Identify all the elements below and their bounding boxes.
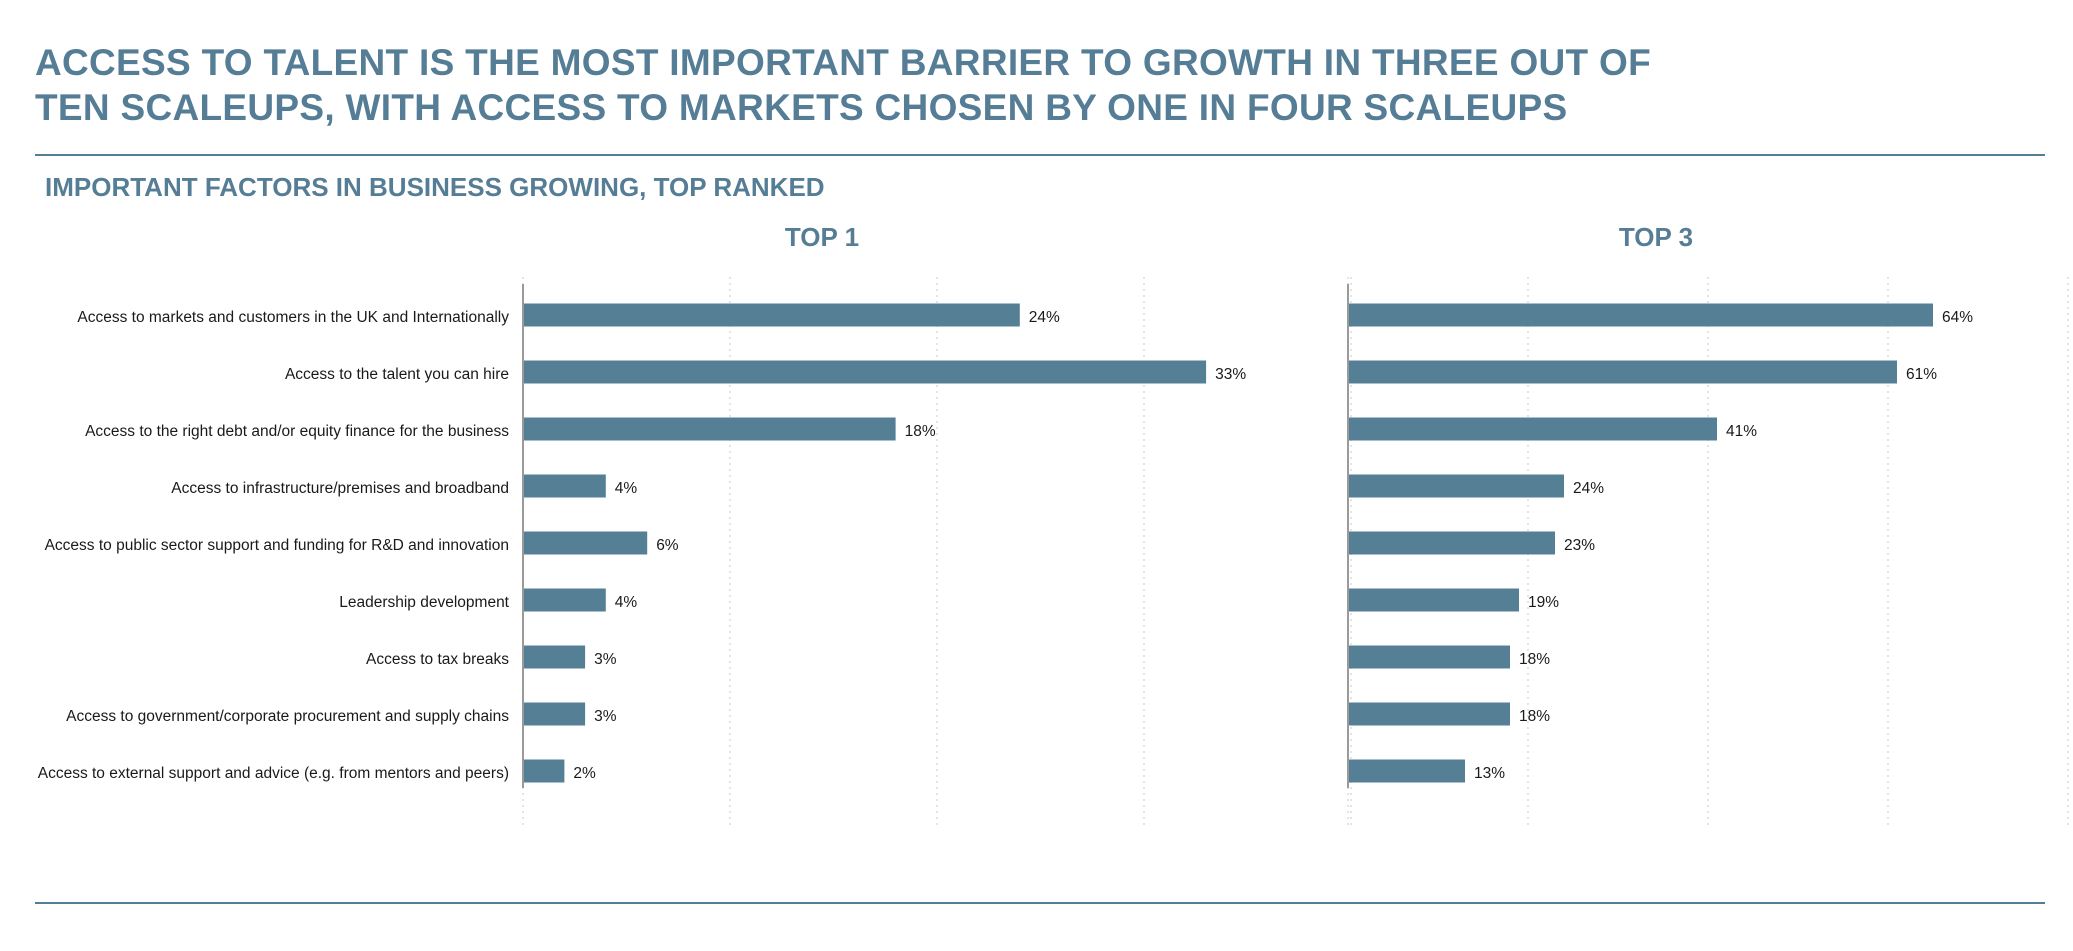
data-label: 18% bbox=[1519, 651, 1550, 668]
data-label: 33% bbox=[1215, 366, 1246, 383]
data-label: 64% bbox=[1942, 309, 1973, 326]
bar bbox=[523, 303, 1020, 327]
data-label: 13% bbox=[1474, 765, 1505, 782]
bar bbox=[523, 759, 565, 783]
chart-title: IMPORTANT FACTORS IN BUSINESS GROWING, T… bbox=[45, 172, 825, 202]
bar bbox=[1348, 360, 1897, 384]
category-label: Access to the right debt and/or equity f… bbox=[85, 423, 509, 440]
bar bbox=[1348, 588, 1519, 612]
data-label: 3% bbox=[594, 651, 617, 668]
category-label: Leadership development bbox=[339, 594, 509, 611]
data-label: 18% bbox=[1519, 708, 1550, 725]
category-label: Access to tax breaks bbox=[366, 651, 509, 668]
bar bbox=[523, 360, 1207, 384]
bottom-divider bbox=[35, 902, 2045, 904]
data-label: 4% bbox=[615, 480, 638, 497]
data-label: 4% bbox=[615, 594, 638, 611]
bar bbox=[1348, 531, 1555, 555]
bar bbox=[1348, 759, 1465, 783]
category-label: Access to government/corporate procureme… bbox=[66, 708, 509, 725]
bar bbox=[1348, 417, 1717, 441]
data-label: 2% bbox=[573, 765, 596, 782]
top-divider bbox=[35, 154, 2045, 156]
category-label: Access to the talent you can hire bbox=[285, 366, 509, 383]
bar bbox=[1348, 702, 1510, 726]
category-label: Access to external support and advice (e… bbox=[38, 765, 509, 782]
data-label: 24% bbox=[1029, 309, 1060, 326]
bar bbox=[523, 531, 648, 555]
headline: ACCESS TO TALENT IS THE MOST IMPORTANT B… bbox=[35, 40, 1652, 130]
bar bbox=[523, 702, 586, 726]
bar bbox=[523, 474, 606, 498]
bar bbox=[1348, 645, 1510, 669]
data-label: 3% bbox=[594, 708, 617, 725]
headline-line-1: ACCESS TO TALENT IS THE MOST IMPORTANT B… bbox=[35, 42, 1652, 83]
data-label: 41% bbox=[1726, 423, 1757, 440]
panel-title-top1: TOP 1 bbox=[784, 222, 860, 252]
bar bbox=[523, 588, 606, 612]
data-label: 19% bbox=[1528, 594, 1559, 611]
bar bbox=[523, 645, 586, 669]
headline-line-2: TEN SCALEUPS, WITH ACCESS TO MARKETS CHO… bbox=[35, 87, 1568, 128]
category-label: Access to public sector support and fund… bbox=[45, 537, 509, 554]
data-label: 18% bbox=[905, 423, 936, 440]
panel-title-top3: TOP 3 bbox=[1618, 222, 1694, 252]
bar bbox=[1348, 303, 1933, 327]
data-label: 6% bbox=[656, 537, 679, 554]
data-label: 24% bbox=[1573, 480, 1604, 497]
category-label: Access to infrastructure/premises and br… bbox=[171, 480, 509, 497]
data-label: 23% bbox=[1564, 537, 1595, 554]
bar bbox=[523, 417, 896, 441]
data-label: 61% bbox=[1906, 366, 1937, 383]
bar bbox=[1348, 474, 1564, 498]
category-label: Access to markets and customers in the U… bbox=[77, 309, 509, 326]
